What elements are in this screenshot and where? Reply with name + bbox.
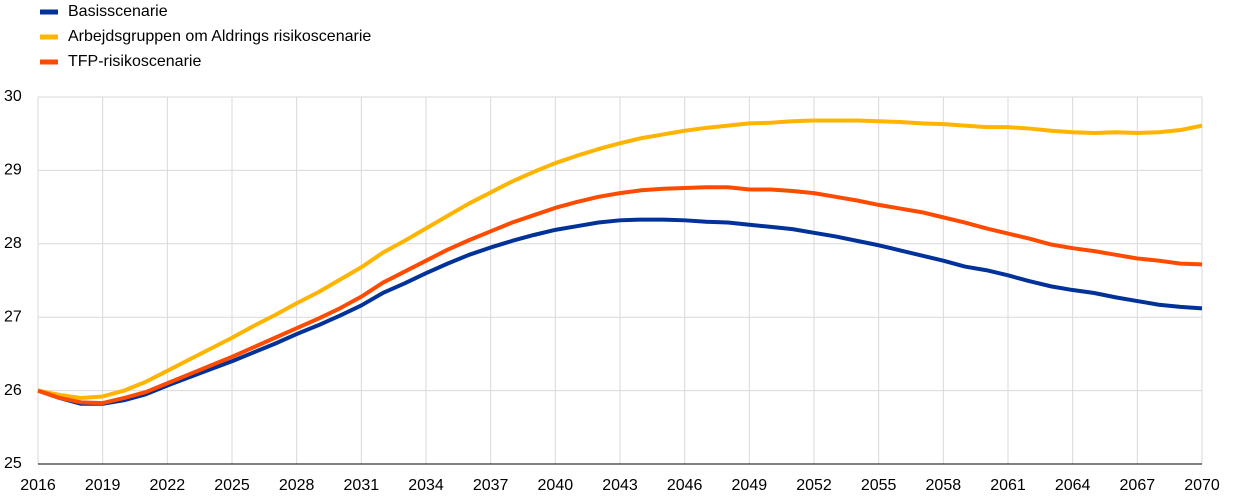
x-tick-label: 2052 bbox=[796, 477, 832, 494]
x-tick-label: 2028 bbox=[279, 477, 315, 494]
y-tick-label: 27 bbox=[4, 308, 22, 325]
x-tick-label: 2025 bbox=[214, 477, 250, 494]
x-tick-label: 2049 bbox=[732, 477, 768, 494]
x-tick-label: 2031 bbox=[344, 477, 380, 494]
x-tick-label: 2043 bbox=[602, 477, 638, 494]
legend-label: TFP-risikoscenarie bbox=[68, 53, 201, 70]
x-tick-label: 2070 bbox=[1184, 477, 1220, 494]
series-line bbox=[37, 217, 1203, 406]
x-tick-label: 2067 bbox=[1120, 477, 1156, 494]
x-tick-label: 2046 bbox=[667, 477, 703, 494]
x-tick-label: 2037 bbox=[473, 477, 509, 494]
x-tick-label: 2034 bbox=[408, 477, 444, 494]
y-tick-label: 30 bbox=[4, 88, 22, 105]
x-tick-label: 2022 bbox=[150, 477, 186, 494]
y-tick-label: 26 bbox=[4, 382, 22, 399]
series-line bbox=[37, 185, 1203, 406]
y-tick-label: 28 bbox=[4, 235, 22, 252]
x-tick-label: 2040 bbox=[538, 477, 574, 494]
legend-label: Arbejdsgruppen om Aldrings risikoscenari… bbox=[68, 28, 371, 45]
y-tick-label: 25 bbox=[4, 455, 22, 472]
x-tick-label: 2019 bbox=[85, 477, 121, 494]
x-tick-label: 2058 bbox=[926, 477, 962, 494]
x-tick-label: 2064 bbox=[1055, 477, 1091, 494]
y-tick-label: 29 bbox=[4, 162, 22, 179]
x-tick-label: 2061 bbox=[990, 477, 1026, 494]
legend-label: Basisscenarie bbox=[68, 3, 168, 20]
x-tick-label: 2055 bbox=[861, 477, 897, 494]
series-line bbox=[37, 118, 1203, 400]
x-tick-label: 2016 bbox=[20, 477, 56, 494]
